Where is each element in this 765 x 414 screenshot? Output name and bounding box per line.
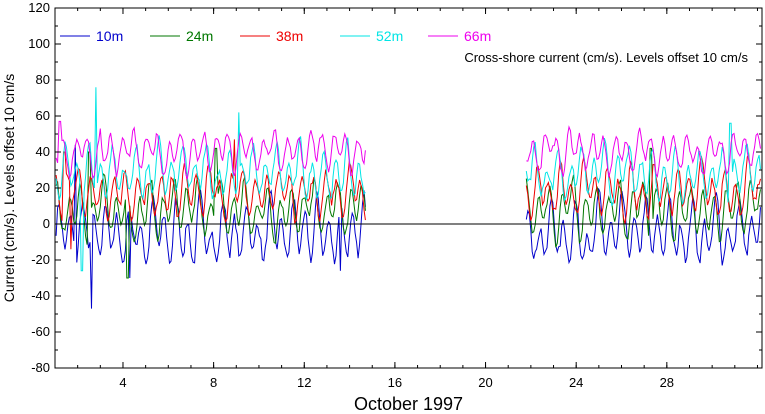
legend-label-66m: 66m <box>464 28 491 44</box>
x-tick-label: 8 <box>210 375 217 390</box>
axes-layer: -80 -60 -40 -20 0 20 40 60 80 100 120 4 8 12 16 20 24 28 <box>28 0 762 390</box>
y-tick-label: -60 <box>31 324 50 339</box>
y-tick-label: -80 <box>31 360 50 375</box>
x-tick-label: 12 <box>297 375 311 390</box>
series-line-24m-segment-2 <box>525 147 761 248</box>
legend-item-10m: 10m <box>60 28 123 44</box>
x-tick-label: 16 <box>388 375 402 390</box>
series-line-38m-segment-2 <box>525 152 761 224</box>
y-tick-label: 100 <box>28 36 50 51</box>
y-tick-label: -40 <box>31 288 50 303</box>
x-tick-label: 28 <box>660 375 674 390</box>
y-tick-label: -20 <box>31 252 50 267</box>
y-tick-label: 80 <box>36 72 50 87</box>
x-axis-title: October 1997 <box>354 394 463 414</box>
y-tick-label: 60 <box>36 108 50 123</box>
series-line-10m-segment-1 <box>55 144 366 309</box>
x-tick-label: 4 <box>119 375 126 390</box>
series-line-38m-segment-1 <box>55 139 366 250</box>
y-axis-title: Current (cm/s). Levels offset 10 cm/s <box>1 74 17 302</box>
series-line-66m-segment-1 <box>55 120 366 180</box>
legend-label-10m: 10m <box>96 28 123 44</box>
y-tick-label: 0 <box>43 216 50 231</box>
legend: 10m 24m 38m 52m 66m <box>60 28 491 44</box>
y-tick-label: 120 <box>28 0 50 15</box>
y-tick-label: 40 <box>36 144 50 159</box>
legend-item-66m: 66m <box>428 28 491 44</box>
series-layer <box>55 87 761 309</box>
x-tick-label: 20 <box>478 375 492 390</box>
legend-label-24m: 24m <box>186 28 213 44</box>
legend-label-52m: 52m <box>376 28 403 44</box>
x-tick-label: 24 <box>569 375 583 390</box>
series-line-10m-segment-2 <box>525 188 761 266</box>
series-line-52m-segment-2 <box>525 122 761 207</box>
legend-item-38m: 38m <box>240 28 303 44</box>
legend-item-24m: 24m <box>150 28 213 44</box>
legend-item-52m: 52m <box>340 28 403 44</box>
legend-label-38m: 38m <box>276 28 303 44</box>
series-line-66m-segment-2 <box>526 125 761 179</box>
series-line-52m-segment-1 <box>55 87 366 272</box>
y-tick-label: 20 <box>36 180 50 195</box>
chart-annotation: Cross-shore current (cm/s). Levels offse… <box>464 50 748 65</box>
